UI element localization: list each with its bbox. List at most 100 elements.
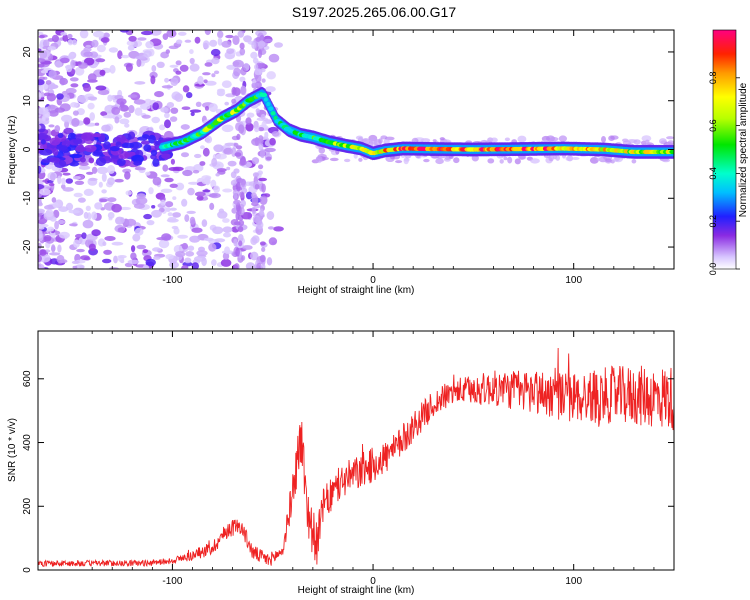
spectrogram-y-tick-label: 20 [22, 46, 33, 58]
spectrogram-noise-blob [116, 98, 127, 105]
spectrogram-noise-blob [92, 30, 105, 38]
spectrogram-streak-blob [233, 67, 241, 77]
spectrogram-halo-blob [315, 155, 323, 163]
spectrogram-noise-blob [80, 255, 90, 261]
spectrogram-noise-blob [113, 255, 118, 264]
spectrogram-streak-blob [261, 183, 266, 193]
colorbar-label: Normalized spectral amplitude [738, 82, 749, 217]
spectrogram-noise-blob [74, 264, 85, 269]
spectrogram-noise-blob [165, 49, 170, 54]
spectrogram-noise-blob [117, 227, 125, 233]
spectrogram-noise-blob [222, 252, 230, 260]
spectrogram-noise-blob [54, 60, 63, 68]
spectrogram-noise-blob [214, 238, 226, 243]
spectrogram-noise-blob [38, 79, 45, 86]
spectrogram-noise-blob [74, 180, 85, 185]
spectrogram-halo-blob [608, 135, 615, 141]
spectrogram-noise-blob [176, 39, 183, 45]
spectrogram-noise-blob [99, 69, 106, 76]
spectrogram-noise-blob [178, 31, 187, 36]
spectrogram-noise-blob [182, 169, 193, 177]
spectrogram-noise-blob [154, 91, 164, 98]
spectrogram-noise-blob [107, 212, 115, 219]
spectrogram-halo-blob [641, 135, 652, 142]
spectrogram-noise-blob [38, 35, 45, 39]
spectrogram-streak-blob [233, 192, 238, 200]
spectrogram-noise-blob [202, 189, 211, 193]
spectrogram-halo-blob [503, 156, 508, 161]
spectrogram-noise-blob [134, 107, 143, 116]
spectrogram-noise-blob [71, 39, 78, 46]
spectrogram-halo-blob [549, 137, 559, 142]
spectrogram-noise-blob [170, 77, 179, 86]
spectrogram-noise-blob [211, 157, 218, 167]
spectrogram-streak-blob [258, 127, 265, 132]
spectrogram-streak-blob [231, 86, 237, 96]
colorbar-tick-label: 0.4 [708, 167, 718, 180]
spectrogram-streak-blob [238, 240, 243, 247]
spectrogram-noise-blob [120, 105, 129, 112]
spectrogram-noise-blob [209, 39, 218, 47]
spectrogram-halo-blob [499, 159, 504, 164]
spectrogram-noise-blob [196, 250, 208, 257]
spectrogram-noise-blob [40, 83, 49, 90]
spectrogram-left-blob [133, 160, 142, 166]
spectrogram-noise-blob [185, 251, 195, 257]
spectrogram-noise-blob [58, 231, 70, 239]
spectrogram-left-blob [81, 132, 94, 141]
spectrogram-noise-blob [134, 81, 146, 85]
spectrogram-noise-blob [103, 249, 112, 255]
spectrogram-noise-blob [274, 42, 283, 48]
spectrogram-noise-blob [217, 37, 223, 46]
spectrogram-noise-blob [269, 137, 276, 146]
spectrogram-noise-blob [39, 188, 51, 196]
spectrogram-noise-blob [45, 209, 54, 217]
spectrogram-noise-blob [211, 57, 220, 65]
spectrogram-noise-blob [221, 80, 232, 88]
spectrogram-noise-blob [124, 123, 130, 128]
spectrogram-noise-blob [189, 216, 196, 225]
spectrogram-noise-blob [170, 158, 175, 165]
spectrogram-halo-blob [514, 158, 521, 165]
spectrogram-noise-blob [38, 165, 42, 174]
spectrogram-noise-blob [103, 32, 110, 39]
spectrogram-noise-blob [133, 99, 146, 105]
spectrogram-noise-blob [42, 110, 51, 119]
spectrogram-left-blob [161, 153, 171, 159]
spectrogram-noise-blob [182, 85, 190, 93]
spectrogram-noise-blob [86, 171, 94, 175]
spectrogram-noise-blob [69, 77, 79, 82]
spectrogram-noise-blob [62, 172, 71, 176]
spectrogram-noise-blob [89, 51, 99, 58]
spectrogram-noise-blob [126, 40, 135, 46]
spectrogram-noise-blob [59, 57, 70, 64]
spectrogram-noise-blob [73, 176, 81, 180]
spectrogram-noise-blob [47, 226, 55, 232]
spectrogram-noise-blob [51, 244, 56, 253]
spectrogram-streak-blob [239, 48, 246, 56]
spectrogram-streak-blob [254, 64, 259, 70]
spectrogram-streak-blob [240, 67, 247, 76]
spectrogram-streak-blob [251, 206, 256, 214]
spectrogram-noise-blob [48, 69, 57, 79]
spectrogram-streak-blob [258, 164, 264, 170]
spectrogram-streak-blob [250, 236, 258, 246]
spectrogram-noise-blob [91, 39, 99, 48]
spectrogram-streak-blob [251, 82, 260, 88]
spectrogram-streak-blob [254, 184, 260, 190]
spectrogram-noise-blob [159, 124, 166, 131]
spectrogram-streak-blob [261, 247, 266, 252]
spectrogram-noise-blob [194, 36, 201, 44]
spectrogram-noise-blob [153, 256, 161, 260]
spectrogram-halo-blob [378, 138, 383, 144]
spectrogram-noise-blob [151, 65, 157, 72]
spectrogram-noise-blob [46, 93, 57, 102]
spectrogram-noise-blob [239, 76, 246, 82]
spectrogram-noise-blob [119, 118, 130, 125]
spectrogram-noise-blob [64, 120, 70, 129]
spectrogram-noise-blob [134, 227, 144, 236]
spectrogram-noise-blob [67, 39, 74, 46]
spectrogram-halo-blob [318, 147, 326, 154]
spectrogram-noise-blob [175, 60, 182, 66]
spectrogram-noise-blob [152, 176, 162, 186]
